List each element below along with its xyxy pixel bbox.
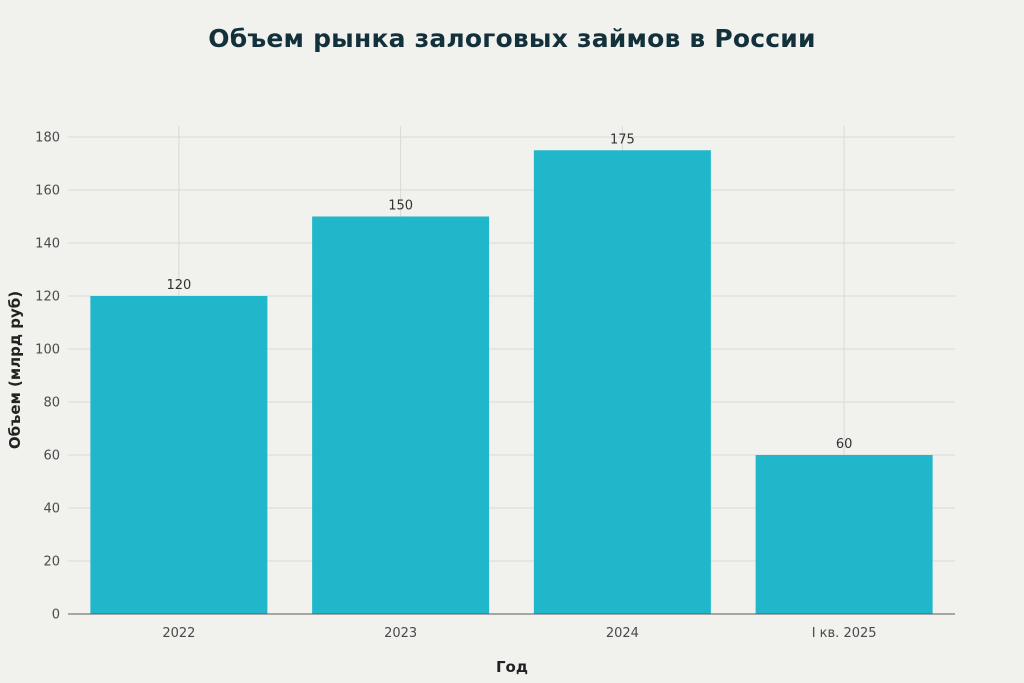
data-label: 150 (388, 199, 413, 214)
y-tick-label: 20 (43, 555, 60, 570)
data-label: 60 (836, 437, 853, 452)
y-tick-label: 180 (35, 131, 60, 146)
y-tick-label: 0 (52, 608, 60, 623)
bar-2024 (533, 150, 711, 614)
chart-title: Объем рынка залоговых займов в России (208, 24, 816, 53)
x-tick-label: 2024 (606, 626, 639, 641)
y-tick-label: 160 (35, 184, 60, 199)
bars (90, 150, 933, 614)
data-label: 175 (610, 132, 635, 147)
data-label: 120 (166, 278, 191, 293)
bar-2023 (312, 216, 490, 614)
y-tick-label: 100 (35, 343, 60, 358)
x-tick-label: 2022 (162, 626, 195, 641)
bar-i-кв.-2025 (755, 455, 933, 614)
y-axis-title: Объем (млрд руб) (6, 291, 24, 449)
bar-2022 (90, 296, 268, 614)
x-tick-label: I кв. 2025 (812, 626, 877, 641)
y-tick-label: 120 (35, 290, 60, 305)
x-axis-title: Год (496, 658, 528, 676)
y-tick-label: 40 (43, 502, 60, 517)
x-tick-label: 2023 (384, 626, 417, 641)
labels: 0 20 40 60 80 100 120 140 160 180 120 2022 150 2023 17… (6, 131, 877, 677)
y-tick-label: 60 (43, 449, 60, 464)
y-tick-label: 140 (35, 237, 60, 252)
y-tick-label: 80 (43, 396, 60, 411)
